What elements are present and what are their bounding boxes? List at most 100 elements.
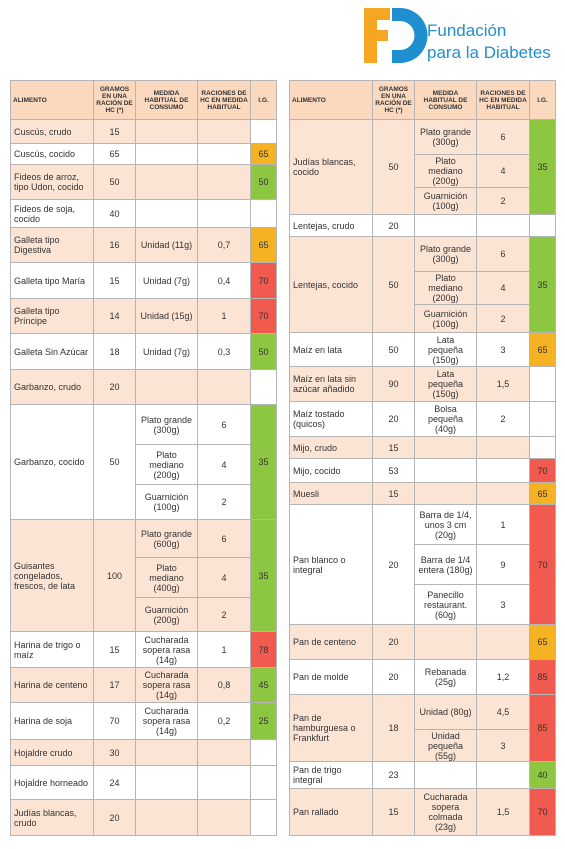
column-header: RACIONES DE HC EN MEDIDA HABITUAL [476,80,530,120]
glycemic-index: 65 [529,332,556,367]
grams: 14 [93,298,136,334]
table-row: Fideos de arroz, tipo Udon, cocido 50 50 [10,164,277,200]
grams: 20 [372,401,415,437]
glycemic-index: 35 [250,404,277,520]
header-row: ALIMENTO GRAMOS EN UNA RACIÓN DE HC (*) ME… [289,80,556,120]
rations: 6 [476,236,530,272]
rations: 1,5 [476,366,530,402]
table-row: Hojaldre horneado 24 [10,765,277,800]
measure: Unidad pequeña (55g) [414,729,477,762]
column-header: MEDIDA HABITUAL DE CONSUMO [414,80,477,120]
measure-empty [135,765,198,800]
measure: Bolsa pequeña (40g) [414,401,477,437]
grams: 53 [372,458,415,483]
table-row: Maíz en lata sin azúcar añadido 90 Lata pe… [289,366,556,402]
table-row: Galleta tipo Príncipe 14 Unidad (15g) 1 70 [10,298,277,334]
measure-empty [135,799,198,836]
table-row: Galleta Sin Azúcar 18 Unidad (7g) 0,3 50 [10,333,277,370]
rations: 4 [197,444,251,485]
rations: 2 [476,401,530,437]
logo-d [392,8,428,63]
glycemic-index-empty [529,214,556,237]
rations: 3 [476,729,530,762]
glycemic-index: 65 [529,482,556,505]
table-row: Muesli 15 65 [289,482,556,505]
column-header: RACIONES DE HC EN MEDIDA HABITUAL [197,80,251,120]
food-name: Fideos de soja, cocido [10,199,94,228]
glycemic-index-empty [529,366,556,402]
measure: Unidad (7g) [135,262,198,299]
table-row: Galleta tipo Digestiva 16 Unidad (11g) 0,7 6… [10,227,277,263]
food-name: Pan de hamburguesa o Frankfurt [289,694,373,762]
rations-empty [197,369,251,405]
glycemic-index-empty [250,739,277,766]
rations-empty [197,119,251,144]
table-row: Garbanzo, crudo 20 [10,369,277,405]
food-name: Harina de centeno [10,667,94,703]
glycemic-index: 70 [529,788,556,836]
table-row: Pan de trigo integral 23 40 [289,761,556,789]
table-row: Cuscús, crudo 15 [10,119,277,144]
rations: 6 [197,519,251,558]
column-header: ALIMENTO [10,80,94,120]
table-row: Cuscús, cocido 65 65 [10,143,277,165]
measure-empty [135,369,198,405]
food-name: Galleta tipo Digestiva [10,227,94,263]
rations-empty [197,199,251,228]
glycemic-index-empty [250,369,277,405]
rations-empty [197,765,251,800]
grams: 70 [93,702,136,740]
table-row: Judías blancas, cocido 50 Plato grande (30… [289,119,556,215]
measure: Unidad (7g) [135,333,198,370]
glycemic-index: 50 [250,164,277,200]
grams: 15 [93,631,136,668]
measure: Cucharada sopera rasa (14g) [135,702,198,740]
rations: 4 [476,154,530,188]
grams: 18 [93,333,136,370]
measure: Barra de 1/4 entera (180g) [414,544,477,585]
food-name: Galleta tipo María [10,262,94,299]
measure: Plato mediano (200g) [414,271,477,305]
measure: Guarnición (100g) [414,187,477,215]
glycemic-index: 35 [529,119,556,215]
column-header: GRAMOS EN UNA RACIÓN DE HC (*) [372,80,415,120]
rations: 6 [197,404,251,445]
measure: Plato grande (300g) [135,404,198,445]
food-name: Pan rallado [289,788,373,836]
measure: Unidad (15g) [135,298,198,334]
glycemic-index-empty [250,765,277,800]
glycemic-index-empty [529,436,556,459]
table-row: Guisantes congelados, frescos, de lata 10… [10,519,277,632]
table-row: Lentejas, crudo 20 [289,214,556,237]
glycemic-index: 65 [250,227,277,263]
table-row: Mijo, crudo 15 [289,436,556,459]
glycemic-index: 78 [250,631,277,668]
glycemic-index: 65 [250,143,277,165]
measure-empty [414,214,477,237]
rations-empty [476,436,530,459]
table-row: Maíz tostado (quicos) 20 Bolsa pequeña (40… [289,401,556,437]
glycemic-index: 85 [529,659,556,695]
measure-empty [135,199,198,228]
column-header: I.G. [529,80,556,120]
rations: 0,8 [197,667,251,703]
food-name: Galleta Sin Azúcar [10,333,94,370]
glycemic-index: 65 [529,624,556,660]
rations: 1,5 [476,788,530,836]
table-row: Mijo, cocido 53 70 [289,458,556,483]
rations-empty [476,761,530,789]
measure: Lata pequeña (150g) [414,332,477,367]
rations-empty [476,624,530,660]
food-name: Cuscús, crudo [10,119,94,144]
grams: 20 [93,369,136,405]
food-name: Maíz en lata [289,332,373,367]
rations-empty [197,143,251,165]
food-name: Hojaldre horneado [10,765,94,800]
logo-line2: para la Diabetes [427,43,551,62]
measure-empty [135,739,198,766]
measure-empty [414,482,477,505]
glycemic-index: 40 [529,761,556,789]
measure: Guarnición (100g) [135,484,198,520]
glycemic-index: 35 [250,519,277,632]
